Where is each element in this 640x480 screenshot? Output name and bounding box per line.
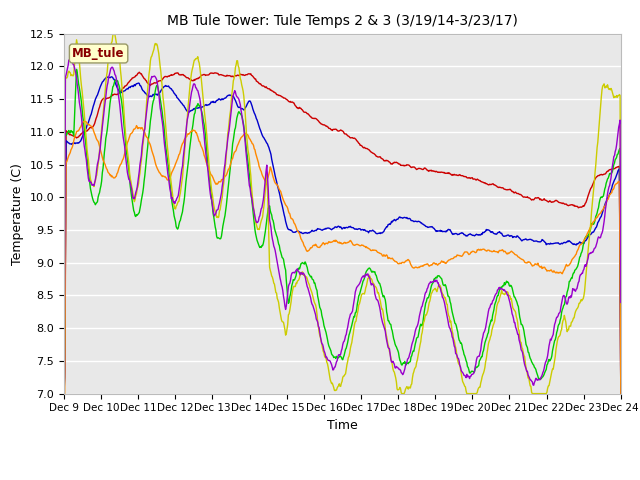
X-axis label: Time: Time <box>327 419 358 432</box>
Title: MB Tule Tower: Tule Temps 2 & 3 (3/19/14-3/23/17): MB Tule Tower: Tule Temps 2 & 3 (3/19/14… <box>167 14 518 28</box>
Text: MB_tule: MB_tule <box>72 47 125 60</box>
Y-axis label: Temperature (C): Temperature (C) <box>11 163 24 264</box>
Legend: Tul2_Ts-8, Tul2_Ts0, Tul2_Tw+10, Tul3_Ts-8, Tul3_Ts0, Tul3_Tw+10: Tul2_Ts-8, Tul2_Ts0, Tul2_Tw+10, Tul3_Ts… <box>92 476 593 480</box>
